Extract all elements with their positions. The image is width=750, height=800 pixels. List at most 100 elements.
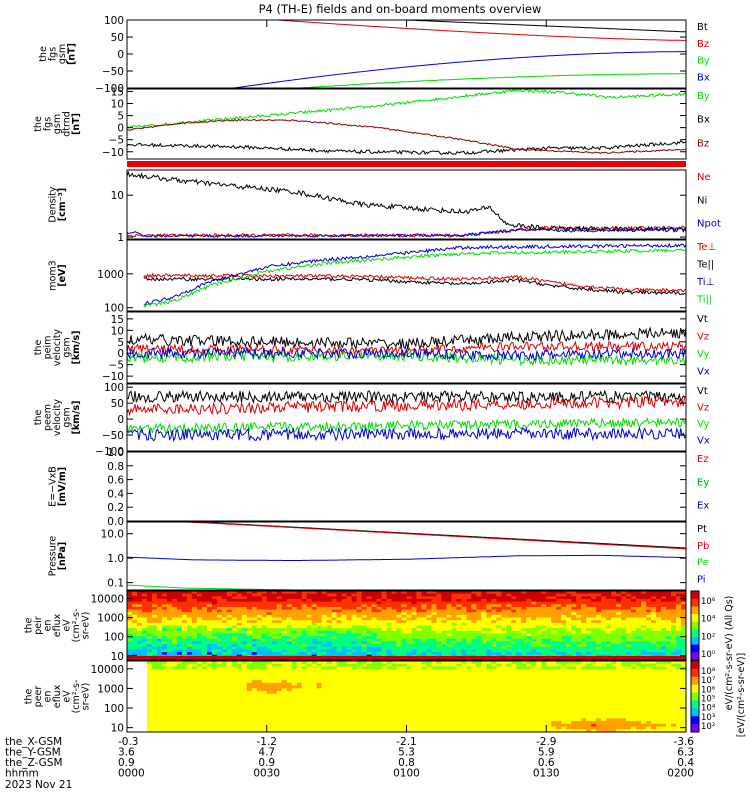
spectrogram-cell xyxy=(451,677,458,681)
spectrogram-cell xyxy=(301,620,308,624)
spectrogram-cell xyxy=(431,712,438,717)
spectrogram-cell xyxy=(581,644,587,648)
spectrogram-cell xyxy=(466,614,472,619)
spectrogram-cell xyxy=(316,726,323,730)
spectrogram-cell xyxy=(456,625,462,629)
spectrogram-cell xyxy=(131,696,138,700)
spectrogram-cell xyxy=(226,688,233,692)
spectrogram-cell xyxy=(381,661,388,665)
spectrogram-cell xyxy=(611,614,617,619)
spectrogram-cell xyxy=(186,729,193,732)
spectrogram-cell xyxy=(201,671,208,676)
spectrogram-cell xyxy=(571,649,577,653)
spectrogram-cell xyxy=(501,644,507,648)
spectrogram-cell xyxy=(651,628,657,632)
spectrogram-cell xyxy=(346,612,353,616)
spectrogram-cell xyxy=(516,601,522,605)
spectrogram-cell xyxy=(201,693,208,698)
spectrogram-cell xyxy=(316,696,323,700)
spectrogram-cell xyxy=(291,707,298,711)
spectrogram-cell xyxy=(586,596,592,600)
spectrogram-cell xyxy=(466,638,472,643)
spectrogram-cell xyxy=(656,591,662,595)
spectrogram-cell xyxy=(446,666,453,670)
spectrogram-cell xyxy=(631,646,637,650)
spectrogram-cell xyxy=(136,601,143,605)
spectrogram-cell xyxy=(506,646,512,650)
spectrogram-cell xyxy=(176,688,183,692)
spectrogram-cell xyxy=(216,710,223,714)
spectrogram-cell xyxy=(391,644,398,648)
spectrogram-cell xyxy=(251,669,258,673)
spectrogram-cell xyxy=(141,677,148,681)
spectrogram-cell xyxy=(551,644,557,648)
spectrogram-cell xyxy=(176,712,183,717)
spectrogram-cell xyxy=(521,609,527,613)
spectrogram-cell xyxy=(156,593,163,597)
y-tick-label: 0 xyxy=(117,49,124,61)
spectrogram-cell xyxy=(261,591,268,595)
spectrogram-cell xyxy=(376,701,383,706)
spectrogram-cell xyxy=(366,718,373,722)
spectrogram-cell xyxy=(371,677,378,681)
spectrogram-cell xyxy=(361,630,368,635)
spectrogram-cell xyxy=(641,606,647,611)
spectrogram-cell xyxy=(151,682,158,687)
spectrogram-cell xyxy=(561,628,567,632)
spectrogram-cell xyxy=(676,614,682,619)
spectrogram-cell xyxy=(351,625,358,629)
spectrogram-cell xyxy=(266,677,273,681)
spectrogram-cell xyxy=(301,726,308,730)
spectrogram-cell xyxy=(266,606,273,611)
spectrogram-cell xyxy=(546,630,552,635)
spectrogram-cell xyxy=(516,633,522,637)
spectrogram-cell xyxy=(136,606,143,611)
spectrogram-cell xyxy=(401,677,408,681)
spectrogram-cell xyxy=(526,614,532,619)
spectrogram-cell xyxy=(381,721,388,725)
spectrogram-cell xyxy=(271,601,278,605)
spectrogram-cell xyxy=(411,701,418,706)
spectrogram-cell xyxy=(326,663,333,668)
spectrogram-cell xyxy=(281,691,288,695)
spectrogram-cell xyxy=(171,630,178,635)
spectrogram-cell xyxy=(186,652,193,656)
spectrogram-cell xyxy=(186,638,193,643)
spectrogram-cell xyxy=(421,682,428,687)
spectrogram-cell xyxy=(521,604,527,608)
y-axis-label-line: the xyxy=(33,340,44,356)
spectrogram-cell xyxy=(366,591,373,595)
spectrogram-cell xyxy=(626,630,632,635)
spectrogram-cell xyxy=(131,593,138,597)
spectrogram-cell xyxy=(296,721,303,725)
spectrogram-cell xyxy=(131,671,138,676)
spectrogram-cell xyxy=(271,604,278,608)
spectrogram-cell xyxy=(626,620,632,624)
spectrogram-cell xyxy=(556,601,562,605)
spectrogram-cell xyxy=(421,674,428,678)
spectrogram-cell xyxy=(321,614,328,619)
spectrogram-cell xyxy=(296,601,303,605)
spectrogram-cell xyxy=(246,641,253,645)
spectrogram-cell xyxy=(321,598,328,603)
spectrogram-cell xyxy=(631,606,637,611)
spectrogram-cell xyxy=(281,622,288,627)
spectrogram-cell xyxy=(306,712,313,717)
spectrogram-cell xyxy=(466,606,472,611)
spectrogram-cell xyxy=(316,666,323,670)
spectrogram-cell xyxy=(616,649,622,653)
spectrogram-cell xyxy=(166,606,173,611)
spectrogram-cell xyxy=(436,638,443,643)
spectrogram-cell xyxy=(226,721,233,725)
spectrogram-cell xyxy=(376,649,383,653)
spectrogram-cell xyxy=(441,633,448,637)
spectrogram-cell xyxy=(176,710,183,714)
spectrogram-cell xyxy=(296,636,303,640)
spectrogram-cell xyxy=(321,622,328,627)
spectrogram-cell xyxy=(401,723,408,728)
spectrogram-cell xyxy=(671,612,677,616)
legend-label-Bt: Bt xyxy=(697,22,708,33)
spectrogram-cell xyxy=(341,649,348,653)
spectrogram-cell xyxy=(146,699,153,703)
spectrogram-cell xyxy=(526,612,532,616)
